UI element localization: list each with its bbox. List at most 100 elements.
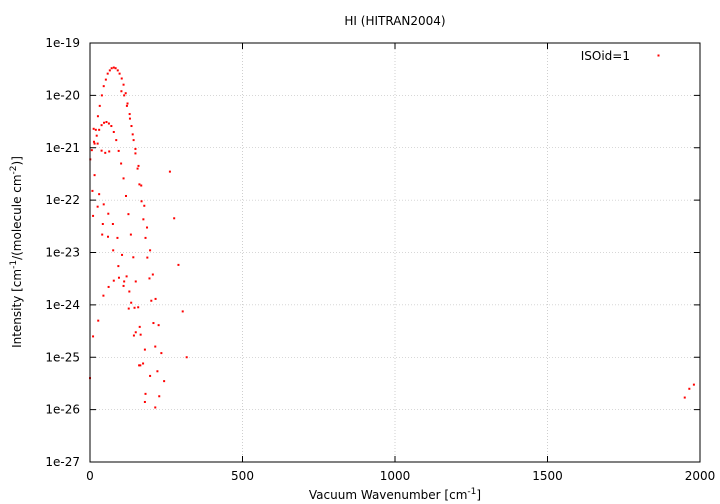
grid-lines [90, 43, 700, 462]
y-tick-label: 1e-21 [45, 141, 80, 155]
data-point [137, 306, 140, 309]
data-point [95, 134, 98, 137]
data-point [127, 213, 130, 216]
data-point [177, 263, 180, 266]
data-point [100, 149, 103, 152]
data-point [185, 356, 188, 359]
data-point [181, 310, 184, 313]
data-point [92, 214, 95, 217]
y-axis-label: Intensity [cm-1/(molecule cm-2)] [9, 156, 24, 348]
y-tick-label: 1e-20 [45, 88, 80, 102]
data-point [130, 301, 133, 304]
data-point [150, 299, 153, 302]
data-point [101, 223, 104, 225]
data-point [112, 249, 115, 252]
data-point [114, 67, 117, 70]
data-point [92, 127, 95, 130]
data-point [98, 193, 101, 196]
data-point [132, 256, 135, 259]
data-point [100, 94, 103, 97]
data-point [118, 72, 121, 75]
data-point [142, 362, 145, 365]
data-point [97, 319, 100, 322]
data-point [96, 142, 99, 145]
x-tick-label: 1500 [532, 469, 563, 483]
data-point [116, 236, 119, 239]
data-point [138, 325, 141, 328]
data-point [107, 212, 110, 215]
data-point [122, 177, 125, 180]
data-point [108, 69, 111, 72]
data-point [134, 147, 137, 150]
data-point [123, 280, 126, 283]
x-axis-label: Vacuum Wavenumber [cm-1] [309, 487, 481, 502]
data-point [115, 139, 118, 142]
data-point [107, 122, 110, 125]
data-point [125, 275, 128, 278]
data-point [148, 277, 151, 280]
x-tick-label: 1000 [380, 469, 411, 483]
data-point [140, 200, 143, 203]
data-point [129, 233, 132, 236]
data-point [123, 94, 126, 97]
data-point [128, 290, 131, 293]
data-point [144, 392, 147, 395]
y-tick-label: 1e-27 [45, 455, 80, 469]
data-point [158, 395, 161, 398]
data-point [120, 90, 123, 93]
data-point [137, 164, 140, 167]
data-point [154, 297, 157, 300]
data-point [100, 124, 103, 127]
data-point [149, 374, 152, 377]
x-tick-label: 2000 [685, 469, 716, 483]
data-point [154, 406, 157, 409]
data-point [102, 294, 105, 297]
data-point [92, 335, 95, 338]
data-point [146, 256, 149, 259]
data-point [103, 121, 106, 124]
data-point [138, 364, 141, 367]
data-point [125, 104, 128, 107]
data-point [117, 149, 120, 152]
data-point [128, 113, 131, 116]
data-point [112, 130, 115, 133]
data-point [146, 226, 149, 229]
data-point [120, 77, 123, 80]
data-point [160, 352, 163, 355]
data-point [110, 125, 113, 128]
data-point [96, 115, 99, 118]
legend-label: ISOid=1 [581, 49, 630, 63]
data-points [89, 66, 695, 409]
data-point [93, 142, 96, 145]
data-point [105, 121, 108, 124]
data-point [117, 276, 120, 279]
data-point [117, 265, 120, 268]
data-point [93, 174, 96, 177]
legend-marker [657, 54, 660, 57]
data-point [116, 69, 119, 72]
data-point [107, 235, 109, 238]
y-tick-label: 1e-23 [45, 246, 80, 260]
data-point [101, 233, 104, 236]
data-point [102, 85, 105, 88]
data-point [143, 400, 146, 403]
data-point [688, 387, 691, 390]
data-point [143, 348, 146, 351]
data-point [134, 152, 137, 155]
data-point [126, 102, 129, 105]
chart-title: HI (HITRAN2004) [344, 14, 445, 28]
data-point [104, 151, 107, 154]
data-point [144, 236, 147, 239]
y-tick-label: 1e-24 [45, 298, 80, 312]
data-point [104, 78, 107, 81]
data-point [156, 370, 159, 373]
data-point [112, 66, 115, 69]
data-point [134, 331, 137, 334]
x-tick-labels: 0 500 1000 1500 2000 [86, 469, 715, 483]
data-point [111, 223, 114, 225]
data-point [136, 167, 139, 170]
x-tick-label: 500 [231, 469, 254, 483]
data-point [124, 92, 127, 95]
